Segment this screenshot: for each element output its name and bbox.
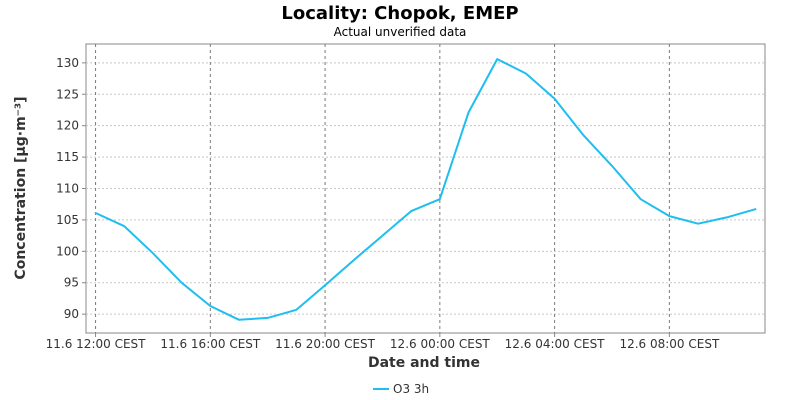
- data-point-o3-3h-11[interactable]: [409, 209, 414, 214]
- x-tick-label-11-6-20-00-cest: 11.6 20:00 CEST: [275, 337, 376, 351]
- data-point-o3-3h-21[interactable]: [696, 221, 701, 226]
- data-point-o3-3h-18[interactable]: [610, 163, 615, 168]
- data-point-o3-3h-12[interactable]: [437, 197, 442, 202]
- data-point-o3-3h-6[interactable]: [265, 315, 270, 320]
- series-layer: [93, 57, 758, 322]
- legend-label-o3-3h: O3 3h: [393, 382, 429, 396]
- data-point-o3-3h-5[interactable]: [237, 317, 242, 322]
- data-point-o3-3h-15[interactable]: [523, 71, 528, 76]
- data-point-o3-3h-23[interactable]: [753, 207, 758, 212]
- y-tick-label-115: 115: [56, 150, 79, 164]
- y-tick-label-125: 125: [56, 87, 79, 101]
- y-tick-label-120: 120: [56, 119, 79, 133]
- data-point-o3-3h-1[interactable]: [122, 224, 127, 229]
- y-tick-label-110: 110: [56, 182, 79, 196]
- x-axis-label: Date and time: [368, 355, 480, 371]
- data-point-o3-3h-3[interactable]: [179, 280, 184, 285]
- data-point-o3-3h-10[interactable]: [380, 233, 385, 238]
- data-point-o3-3h-0[interactable]: [93, 211, 98, 216]
- data-point-o3-3h-17[interactable]: [581, 133, 586, 138]
- x-tick-label-11-6-12-00-cest: 11.6 12:00 CEST: [46, 337, 147, 351]
- grid: [86, 44, 765, 333]
- legend[interactable]: O3 3h: [373, 382, 429, 396]
- data-point-o3-3h-7[interactable]: [294, 307, 299, 312]
- data-point-o3-3h-9[interactable]: [351, 258, 356, 263]
- y-tick-label-90: 90: [64, 307, 79, 321]
- data-point-o3-3h-16[interactable]: [552, 96, 557, 101]
- y-axis-ticks: 90 95 100 105 110 115 120 125 130: [56, 56, 86, 321]
- x-tick-label-12-6-08-00-cest: 12.6 08:00 CEST: [619, 337, 720, 351]
- y-tick-label-95: 95: [64, 276, 79, 290]
- data-point-o3-3h-13[interactable]: [466, 110, 471, 115]
- data-point-o3-3h-8[interactable]: [323, 283, 328, 288]
- y-axis-label: Concentration [µg·m⁻³]: [13, 96, 29, 279]
- x-tick-label-12-6-04-00-cest: 12.6 04:00 CEST: [505, 337, 606, 351]
- series-line-o3-3h[interactable]: [94, 58, 757, 321]
- data-point-o3-3h-19[interactable]: [638, 197, 643, 202]
- chart-subtitle: Actual unverified data: [334, 25, 467, 39]
- chart-title: Locality: Chopok, EMEP: [281, 3, 518, 24]
- x-tick-label-11-6-16-00-cest: 11.6 16:00 CEST: [160, 337, 261, 351]
- data-point-o3-3h-22[interactable]: [724, 215, 729, 220]
- data-point-o3-3h-2[interactable]: [150, 251, 155, 256]
- y-tick-label-130: 130: [56, 56, 79, 70]
- data-point-o3-3h-4[interactable]: [208, 304, 213, 309]
- data-point-o3-3h-20[interactable]: [667, 214, 672, 219]
- x-axis-ticks: 11.6 12:00 CEST 11.6 16:00 CEST 11.6 20:00…: [46, 333, 720, 351]
- y-tick-label-100: 100: [56, 244, 79, 258]
- data-point-o3-3h-14[interactable]: [495, 57, 500, 62]
- y-tick-label-105: 105: [56, 213, 79, 227]
- x-tick-label-12-6-00-00-cest: 12.6 00:00 CEST: [390, 337, 491, 351]
